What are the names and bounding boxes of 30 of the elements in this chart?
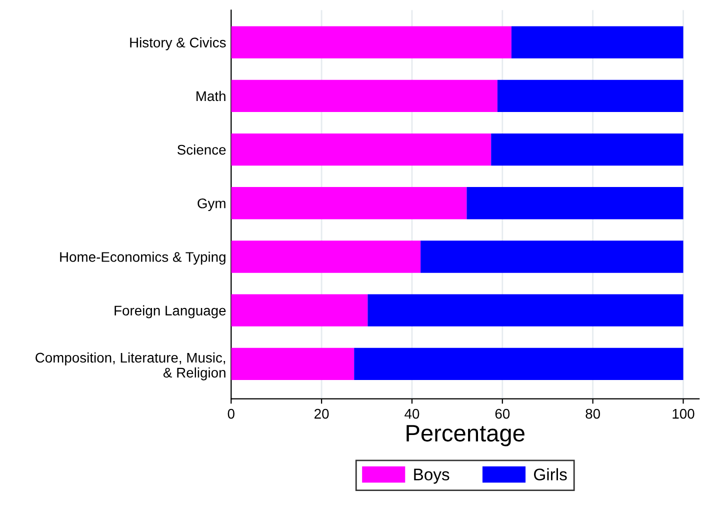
- bar: [497, 80, 684, 112]
- bar: [231, 133, 492, 166]
- bar: [231, 240, 421, 273]
- bar: [231, 294, 368, 326]
- bar: [466, 187, 684, 220]
- bar: [231, 348, 354, 380]
- x-tick-label: 80: [586, 408, 600, 419]
- bar: [231, 187, 467, 220]
- bar: [511, 26, 684, 58]
- y-tick-label: Home-Economics & Typing: [60, 252, 226, 265]
- bar: [368, 294, 684, 326]
- x-tick-label: 100: [672, 408, 694, 419]
- x-tick-label: 40: [404, 408, 420, 419]
- y-tick-label: Gym: [198, 198, 226, 212]
- y-tick-label: History & Civics: [130, 37, 226, 50]
- bar: [420, 240, 684, 273]
- bar: [231, 26, 512, 58]
- legend-label: Girls: [534, 468, 567, 480]
- x-tick-label: 60: [495, 408, 510, 419]
- bar: [231, 80, 498, 112]
- bar: [354, 348, 684, 380]
- y-tick-label: Math: [196, 90, 226, 102]
- y-tick-label: Foreign Language: [114, 305, 226, 318]
- legend-label: Boys: [414, 468, 450, 484]
- y-tick-label: Composition, Literature, Music, & Religion: [36, 352, 226, 380]
- x-axis-title: Percentage: [406, 425, 524, 446]
- bar: [491, 133, 684, 166]
- x-tick-label: 0: [228, 408, 234, 419]
- y-tick-label: Science: [177, 144, 226, 155]
- x-tick-label: 20: [314, 408, 329, 419]
